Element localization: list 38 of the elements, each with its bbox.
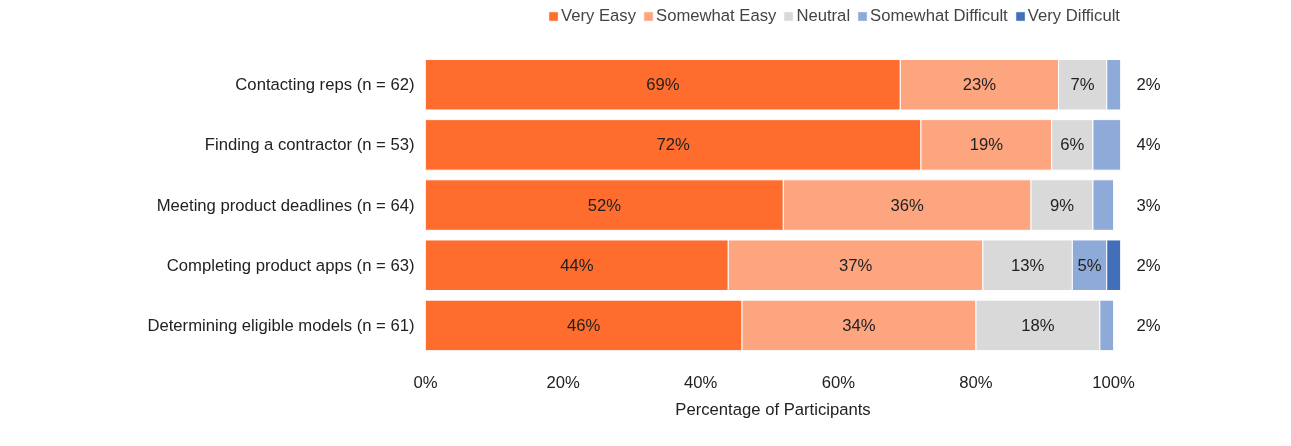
data-label: 19% [969,135,1004,155]
legend-label: Very Easy [561,6,637,26]
data-label: 13% [1010,255,1045,275]
data-label: 2% [1136,255,1161,275]
legend-label: Very Difficult [1027,6,1120,26]
data-label: 36% [890,195,925,215]
data-label: 18% [1021,315,1055,335]
data-label: 6% [1060,135,1085,155]
legend-label: Somewhat Easy [656,6,777,26]
legend-label: Somewhat Difficult [870,6,1008,26]
x-tick-label: 80% [959,372,993,392]
data-label: 72% [656,135,691,155]
data-label: 34% [842,315,876,335]
data-label: 37% [838,255,873,275]
y-tick-label: Meeting product deadlines (n = 64) [156,195,415,215]
y-tick-label: Determining eligible models (n = 61) [147,315,415,335]
y-tick-label: Completing product apps (n = 63) [166,255,415,275]
x-tick-label: 0% [413,372,438,392]
y-tick-label: Finding a contractor (n = 53) [204,135,415,155]
data-label: 2% [1136,315,1161,335]
x-tick-label: 20% [546,372,580,392]
data-label: 5% [1077,255,1102,275]
data-label: 3% [1136,195,1161,215]
legend-label: Neutral [796,6,851,26]
data-label: 69% [646,75,680,95]
x-tick-label: 100% [1092,372,1136,392]
data-label: 4% [1136,135,1161,155]
data-label: 52% [587,195,622,215]
data-label: 44% [560,255,594,275]
data-label: 23% [962,75,997,95]
y-tick-label: Contacting reps (n = 62) [235,75,415,95]
data-label: 7% [1070,75,1095,95]
data-label: 46% [567,315,601,335]
x-tick-label: 40% [684,372,718,392]
data-label: 9% [1049,195,1075,215]
data-label: 2% [1136,75,1161,95]
x-axis-title: Percentage of Participants [675,399,871,419]
x-tick-label: 60% [821,372,856,392]
